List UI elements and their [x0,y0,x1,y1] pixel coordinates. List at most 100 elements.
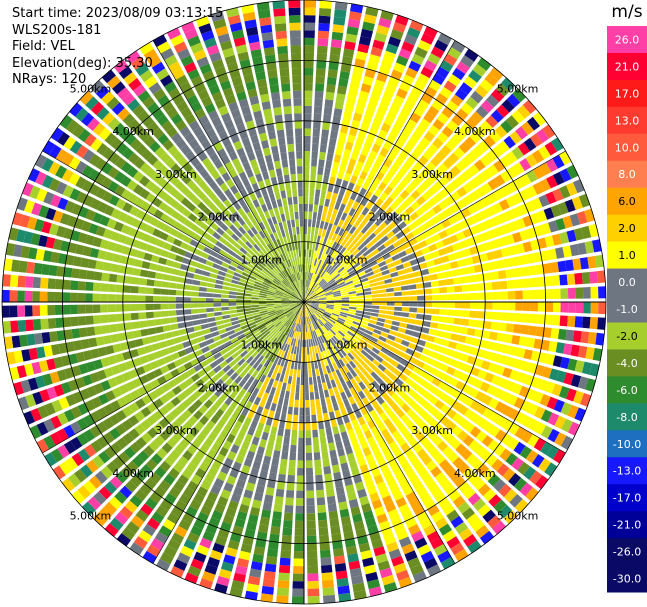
velocity-gate [308,339,312,347]
velocity-gate [316,288,323,294]
velocity-gate [400,460,411,471]
velocity-gate [262,578,275,588]
velocity-gate [85,304,93,314]
velocity-gate [322,587,335,596]
velocity-gate [309,290,315,297]
velocity-gate [219,360,228,369]
velocity-gate [275,256,281,265]
velocity-gate [276,404,283,413]
velocity-gate [113,59,129,74]
velocity-gate [374,343,383,351]
velocity-gate [319,335,325,344]
velocity-gate [587,331,597,345]
velocity-gate [447,74,462,87]
velocity-gate [399,189,410,200]
velocity-gate [435,330,445,338]
velocity-gate [255,484,265,495]
velocity-gate [455,160,467,172]
velocity-gate [221,261,230,269]
velocity-gate [32,391,44,405]
velocity-gate [112,456,125,469]
velocity-gate [331,123,340,132]
velocity-gate [491,311,501,321]
velocity-gate [353,334,361,342]
velocity-gate [428,243,438,252]
velocity-gate [363,13,377,24]
velocity-gate [251,307,260,311]
velocity-gate [117,233,127,244]
velocity-gate [333,185,340,194]
velocity-gate [182,398,192,409]
velocity-gate [580,331,590,344]
velocity-gate [259,290,268,295]
velocity-gate [306,520,316,529]
velocity-gate [218,203,227,213]
velocity-gate [399,81,412,93]
velocity-gate [376,231,386,240]
velocity-gate [244,287,253,292]
velocity-gate [229,587,243,598]
velocity-gate [373,79,386,90]
velocity-gate [295,143,303,152]
velocity-gate [98,127,112,141]
velocity-gate [77,316,87,326]
velocity-gate [315,75,325,84]
velocity-gate [36,438,49,453]
velocity-gate [335,486,345,496]
velocity-gate [323,594,336,604]
velocity-gate [514,313,523,323]
velocity-gate [442,157,454,169]
velocity-gate [376,321,385,327]
velocity-gate [285,310,292,316]
velocity-gate [505,268,514,279]
velocity-gate [314,227,319,236]
velocity-gate [13,244,23,258]
velocity-gate [159,394,170,405]
velocity-gate [371,177,381,188]
velocity-gate [325,480,334,490]
velocity-gate [281,366,287,375]
velocity-gate [299,279,302,288]
velocity-gate [63,227,74,240]
velocity-gate [320,136,328,146]
velocity-gate [339,367,346,376]
velocity-gate [378,335,387,343]
velocity-gate [487,473,501,487]
velocity-gate [341,337,349,345]
velocity-gate [280,542,292,551]
velocity-gate [324,198,331,207]
velocity-gate [307,324,311,332]
velocity-gate [589,271,598,284]
velocity-gate [254,318,263,324]
velocity-gate [154,386,165,397]
velocity-gate [216,419,226,429]
velocity-gate [254,429,263,439]
velocity-gate [271,317,279,323]
velocity-gate [335,320,344,327]
velocity-gate [306,535,317,544]
velocity-gate [416,184,427,195]
velocity-gate [280,75,290,85]
velocity-gate [152,127,165,140]
velocity-gate [406,272,415,279]
velocity-gate [315,320,321,328]
velocity-gate [371,290,379,295]
range-ring-label: 1.00km [326,339,368,352]
velocity-gate [175,303,184,309]
velocity-gate [209,549,223,561]
velocity-gate [126,179,138,191]
velocity-gate [115,423,127,436]
velocity-gate [174,192,185,203]
velocity-gate [222,440,233,450]
velocity-gate [357,271,366,277]
velocity-gate [277,45,288,55]
velocity-gate [470,90,484,104]
velocity-gate [191,196,202,207]
velocity-gate [362,249,371,257]
velocity-gate [314,196,320,205]
velocity-gate [222,47,235,58]
velocity-gate [282,306,290,309]
velocity-gate [36,346,46,359]
velocity-gate [508,245,518,256]
velocity-gate [304,347,307,355]
